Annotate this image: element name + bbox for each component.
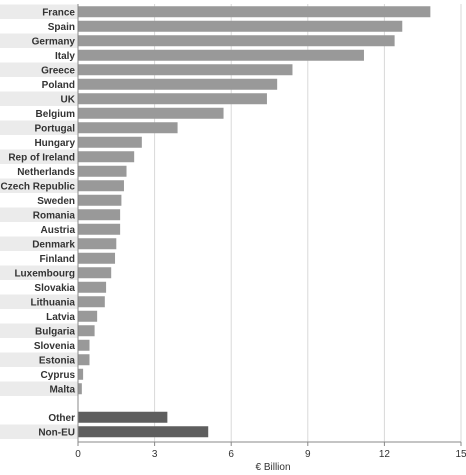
bar-other — [78, 411, 168, 423]
bar-non-eu — [78, 426, 209, 438]
x-ticks: 0 3 6 9 12 15 — [75, 442, 466, 460]
axes — [77, 4, 461, 443]
row-band — [0, 424, 78, 439]
category-label-lithuania: Lithuania — [31, 297, 76, 308]
bar-hungary — [78, 136, 142, 148]
bar-sweden — [78, 194, 122, 206]
row-bands — [0, 4, 78, 439]
x-tick-label: 6 — [228, 449, 234, 460]
category-label-non-eu: Non-EU — [38, 427, 75, 438]
x-tick-label: 15 — [455, 449, 466, 460]
gridlines — [154, 4, 462, 442]
category-label-greece: Greece — [41, 65, 75, 76]
bar-uk — [78, 93, 267, 105]
bar-slovakia — [78, 281, 107, 293]
category-label-cyprus: Cyprus — [41, 370, 76, 381]
x-tick-label: 3 — [152, 449, 158, 460]
category-label-denmark: Denmark — [32, 239, 75, 250]
bar-greece — [78, 64, 293, 76]
bar-spain — [78, 20, 403, 32]
row-band — [0, 236, 78, 251]
row-band — [0, 352, 78, 367]
category-label-malta: Malta — [49, 384, 75, 395]
category-label-romania: Romania — [33, 210, 76, 221]
row-band — [0, 149, 78, 164]
row-band — [0, 120, 78, 135]
row-band — [0, 178, 78, 193]
category-label-spain: Spain — [48, 22, 75, 33]
bar-germany — [78, 35, 395, 47]
bar-slovenia — [78, 339, 90, 351]
bar-netherlands — [78, 165, 127, 177]
bar-portugal — [78, 122, 178, 134]
bars — [78, 6, 431, 438]
row-band — [0, 207, 78, 222]
bar-austria — [78, 223, 121, 235]
category-labels: France Spain Germany Italy Greece Poland UK Bel… — [1, 7, 76, 438]
category-label-czech-republic: Czech Republic — [1, 181, 76, 192]
category-label-italy: Italy — [55, 51, 75, 62]
category-label-germany: Germany — [32, 36, 76, 47]
row-band — [0, 91, 78, 106]
category-label-uk: UK — [61, 94, 76, 105]
bar-denmark — [78, 238, 117, 250]
category-label-latvia: Latvia — [46, 312, 75, 323]
bar-lithuania — [78, 296, 105, 308]
category-label-other: Other — [48, 413, 75, 424]
category-label-slovakia: Slovakia — [34, 283, 75, 294]
x-tick-label: 12 — [379, 449, 391, 460]
row-band — [0, 265, 78, 280]
category-label-finland: Finland — [39, 254, 75, 265]
category-label-austria: Austria — [41, 225, 76, 236]
category-label-poland: Poland — [42, 80, 75, 91]
category-label-sweden: Sweden — [37, 196, 75, 207]
category-label-belgium: Belgium — [36, 109, 76, 120]
category-label-rep-of-ireland: Rep of Ireland — [8, 152, 75, 163]
bar-finland — [78, 252, 116, 264]
x-tick-label: 0 — [75, 449, 81, 460]
category-label-estonia: Estonia — [39, 355, 76, 366]
category-label-slovenia: Slovenia — [34, 341, 76, 352]
x-tick-label: 9 — [305, 449, 311, 460]
category-label-netherlands: Netherlands — [17, 167, 75, 178]
category-label-portugal: Portugal — [34, 123, 75, 134]
row-band — [0, 381, 78, 396]
x-axis-title: € Billion — [255, 462, 290, 473]
row-band — [0, 62, 78, 77]
row-band — [0, 294, 78, 309]
bar-cyprus — [78, 368, 84, 380]
bar-poland — [78, 78, 278, 90]
bar-estonia — [78, 354, 90, 366]
row-band — [0, 33, 78, 48]
bar-france — [78, 6, 431, 18]
bar-czech-republic — [78, 180, 124, 192]
category-label-france: France — [42, 7, 75, 18]
bar-malta — [78, 383, 82, 395]
category-label-luxembourg: Luxembourg — [14, 268, 75, 279]
row-band — [0, 4, 78, 19]
bar-luxembourg — [78, 267, 112, 279]
row-band — [0, 323, 78, 338]
bar-bulgaria — [78, 325, 95, 337]
category-label-bulgaria: Bulgaria — [35, 326, 75, 337]
bar-rep-of-ireland — [78, 151, 135, 163]
category-label-hungary: Hungary — [34, 138, 75, 149]
bar-italy — [78, 49, 364, 61]
bar-latvia — [78, 310, 98, 322]
bar-romania — [78, 209, 121, 221]
bar-belgium — [78, 107, 224, 119]
